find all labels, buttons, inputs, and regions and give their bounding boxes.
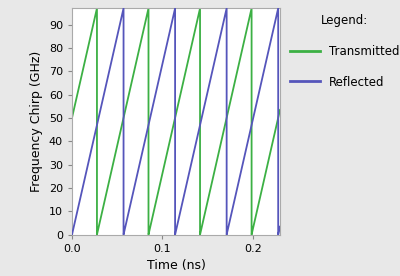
Y-axis label: Frequency Chirp (GHz): Frequency Chirp (GHz) bbox=[30, 51, 43, 192]
Legend: Transmitted, Reflected: Transmitted, Reflected bbox=[290, 14, 400, 89]
X-axis label: Time (ns): Time (ns) bbox=[146, 259, 206, 272]
